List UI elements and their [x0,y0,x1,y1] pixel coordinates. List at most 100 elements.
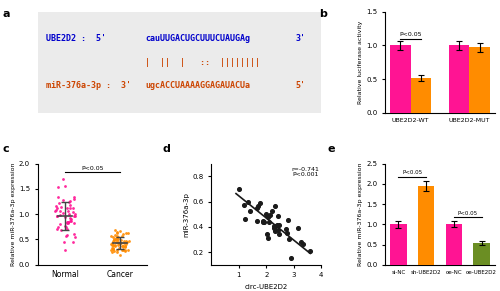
Point [66,205,74,210]
Point [299,242,307,247]
Point [120,240,128,245]
Point [64,220,72,225]
Point [64,220,72,225]
Point [264,235,272,240]
Y-axis label: Relative luciferase activity: Relative luciferase activity [358,21,364,104]
Point [114,239,122,244]
Point [262,212,270,217]
Point [62,233,70,238]
Point [124,239,132,244]
Point [110,246,118,251]
Point [70,213,78,218]
Point [121,244,129,248]
Point [58,227,66,232]
Point [274,222,281,227]
Point [107,241,115,246]
Point [52,204,60,208]
Point [107,248,115,252]
Point [66,219,74,223]
Point [109,243,117,248]
Point [70,195,78,200]
Bar [390,224,406,265]
Text: e: e [328,144,335,154]
Point [60,176,68,181]
Bar [410,78,431,113]
Point [62,215,70,220]
Text: P<0.05: P<0.05 [402,171,422,175]
Point [56,209,64,214]
Point [54,195,62,200]
Point [119,247,127,251]
Point [122,231,130,236]
Point [124,247,132,252]
Bar [446,224,462,265]
Point [252,206,260,211]
Point [66,219,74,224]
Point [71,211,79,216]
Point [57,205,65,210]
Bar [418,186,434,265]
Point [240,217,248,221]
Point [234,187,242,191]
Bar [390,45,410,113]
Point [70,213,78,218]
Text: cauUUGACUGCUUUCUAUGAg: cauUUGACUGCUUUCUAUGAg [146,34,250,43]
Point [244,200,252,205]
Point [70,205,78,210]
Point [65,212,73,217]
Point [265,220,273,225]
Point [114,237,122,242]
Point [284,217,292,222]
Point [110,243,118,248]
Point [274,228,281,233]
Point [108,246,116,251]
Point [266,213,274,218]
Point [66,216,74,221]
Point [110,249,118,253]
Point [54,185,62,190]
Point [60,211,68,216]
X-axis label: circ-UBE2D2: circ-UBE2D2 [244,284,288,290]
Y-axis label: Relative miR-376a-3p expression: Relative miR-376a-3p expression [11,162,16,266]
Point [54,201,62,205]
Point [270,224,278,229]
Point [264,232,272,237]
Point [270,203,278,208]
Point [108,250,116,255]
Point [124,231,132,235]
Point [113,230,121,235]
Point [112,239,120,244]
Point [60,240,68,245]
Point [119,247,127,252]
Point [68,210,76,215]
Point [59,198,67,203]
Point [62,183,70,188]
Y-axis label: Relative miR-376a-3p expression: Relative miR-376a-3p expression [358,162,364,266]
Point [54,213,62,218]
Point [52,209,60,213]
Point [270,226,278,230]
Text: c: c [2,144,9,154]
Point [259,219,267,224]
Point [61,247,69,252]
Point [53,213,61,218]
Point [268,209,276,214]
Point [276,232,283,236]
Point [262,214,270,218]
Point [53,206,61,210]
Point [282,227,290,232]
Point [64,209,72,214]
Point [118,234,126,239]
Point [114,248,122,253]
Point [112,236,120,240]
Point [62,233,70,238]
Bar [474,242,490,265]
Point [116,246,124,250]
Text: 5': 5' [296,81,306,90]
Point [70,231,78,236]
Point [306,248,314,253]
Point [260,219,268,224]
Point [116,241,124,245]
Point [123,240,131,245]
Point [117,237,125,242]
